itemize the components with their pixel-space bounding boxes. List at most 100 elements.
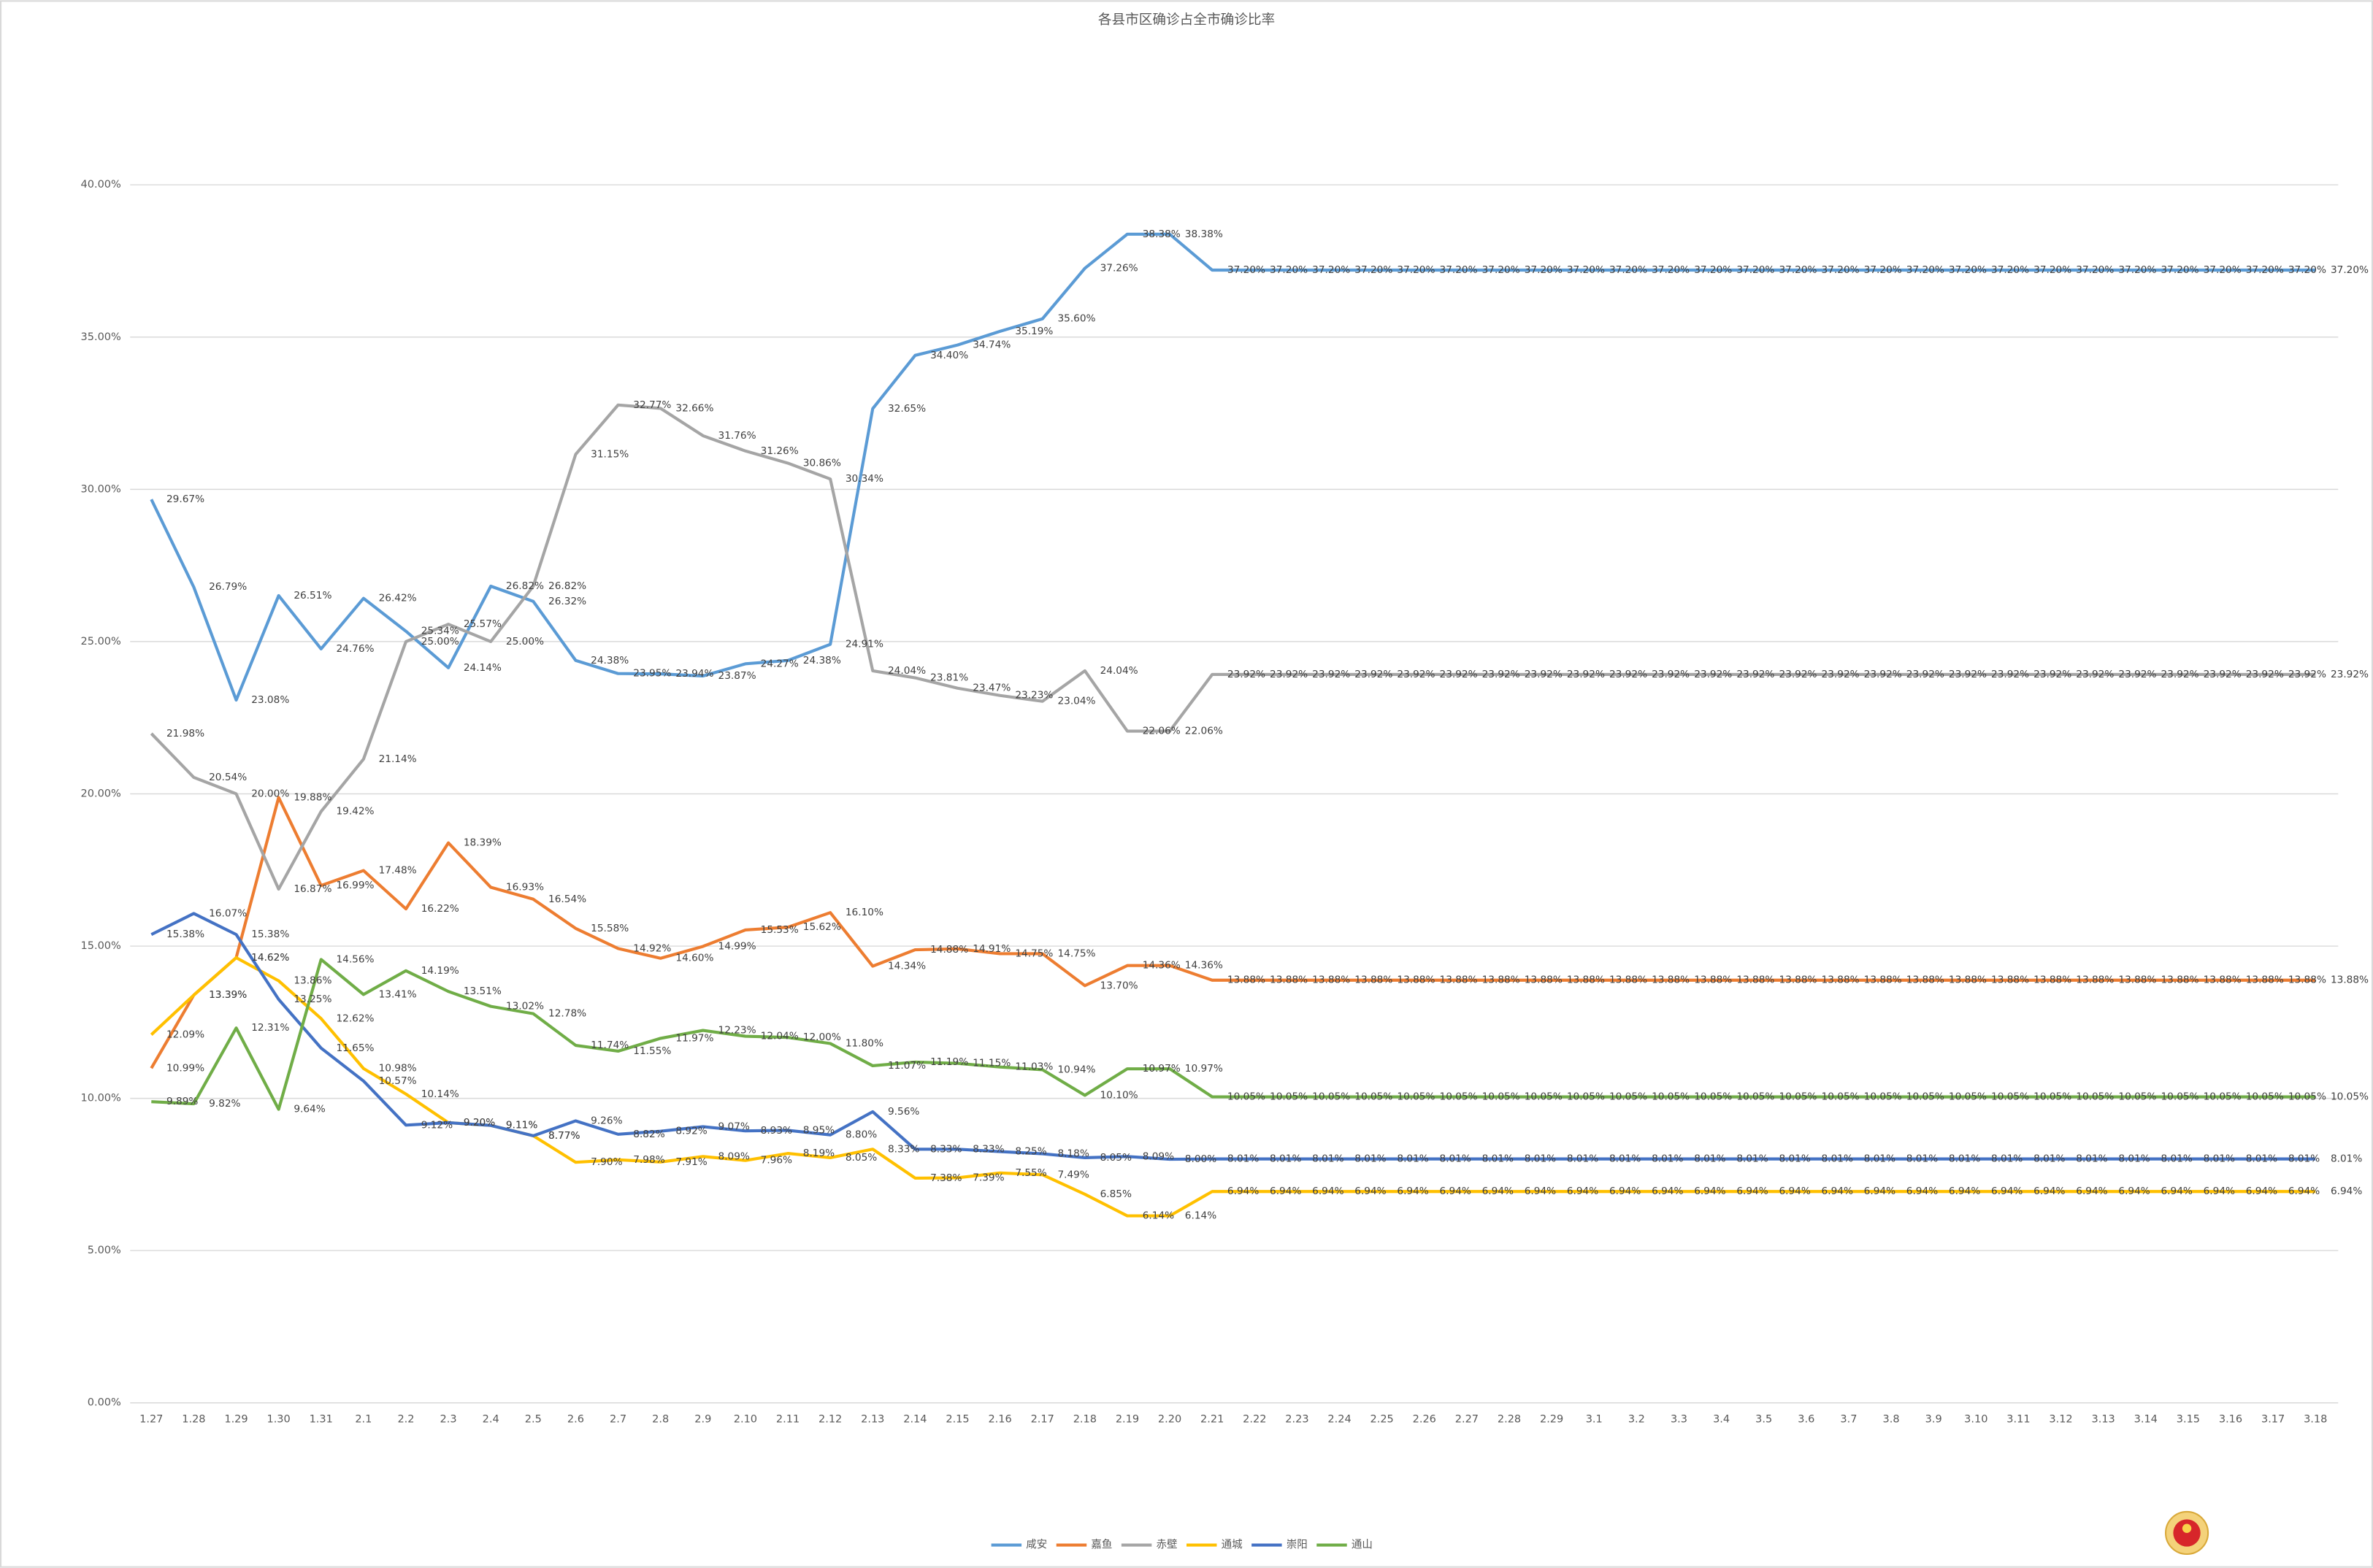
y-tick-label: 35.00% [81, 331, 121, 343]
data-label: 9.07% [718, 1121, 750, 1132]
data-label: 11.19% [930, 1056, 968, 1068]
data-label: 37.20% [1822, 264, 1860, 276]
data-label: 8.82% [633, 1129, 664, 1140]
data-label: 11.03% [1015, 1061, 1053, 1073]
data-label: 13.88% [1694, 975, 1732, 986]
data-label: 23.92% [1652, 669, 1690, 680]
data-label: 37.20% [1991, 264, 2029, 276]
data-label: 10.57% [379, 1075, 417, 1087]
data-label: 23.92% [2288, 669, 2326, 680]
data-label: 10.05% [2246, 1091, 2284, 1103]
data-label: 9.82% [209, 1098, 240, 1110]
y-tick-label: 5.00% [88, 1245, 121, 1256]
data-label: 10.05% [2076, 1091, 2114, 1103]
x-tick-label: 2.29 [1540, 1414, 1563, 1426]
data-label: 8.77% [548, 1130, 580, 1142]
data-label: 10.05% [2204, 1091, 2242, 1103]
data-label: 11.74% [591, 1039, 629, 1051]
data-label: 14.75% [1057, 948, 1095, 959]
data-label: 16.93% [506, 882, 544, 893]
x-tick-label: 2.11 [776, 1414, 800, 1426]
data-label: 37.20% [1270, 264, 1308, 276]
data-label: 10.05% [2161, 1091, 2198, 1103]
data-label: 10.97% [1185, 1063, 1223, 1075]
data-label: 14.75% [1015, 948, 1053, 959]
data-label: 35.60% [1057, 313, 1095, 325]
data-label: 13.88% [1864, 975, 1902, 986]
data-label: 37.20% [2288, 264, 2326, 276]
data-label: 16.10% [846, 907, 883, 918]
data-label: 25.00% [421, 636, 459, 647]
data-label: 10.05% [1694, 1091, 1732, 1103]
data-label: 29.67% [166, 493, 204, 505]
y-tick-label: 15.00% [81, 940, 121, 952]
data-label: 37.20% [1482, 264, 1520, 276]
data-label: 13.88% [2161, 975, 2198, 986]
y-tick-label: 10.00% [81, 1093, 121, 1104]
data-label: 6.94% [1949, 1185, 1980, 1197]
data-label: 6.94% [2076, 1185, 2107, 1197]
data-label: 8.33% [888, 1143, 919, 1155]
data-label: 10.05% [1991, 1091, 2029, 1103]
data-label: 37.20% [1354, 264, 1392, 276]
data-label: 11.15% [973, 1058, 1011, 1069]
data-label: 9.56% [888, 1106, 919, 1118]
data-label: 37.20% [1397, 264, 1435, 276]
y-tick-label: 30.00% [81, 483, 121, 495]
data-label: 23.81% [930, 672, 968, 684]
data-label: 9.11% [506, 1120, 537, 1131]
data-label: 8.01% [2161, 1153, 2192, 1165]
data-label: 13.88% [1567, 975, 1605, 986]
series-line [151, 958, 2316, 1111]
x-tick-label: 2.10 [734, 1414, 757, 1426]
data-label: 7.38% [930, 1172, 962, 1184]
data-label: 16.54% [548, 893, 586, 905]
data-label: 14.60% [675, 953, 713, 964]
data-label: 13.39% [209, 989, 247, 1001]
data-label: 37.20% [1227, 264, 1265, 276]
data-label: 6.94% [2033, 1185, 2065, 1197]
data-label: 22.06% [1143, 726, 1181, 737]
data-label: 26.42% [379, 593, 417, 604]
data-label: 24.04% [1100, 665, 1138, 677]
data-label: 23.92% [2246, 669, 2284, 680]
data-label: 23.92% [1525, 669, 1563, 680]
data-label: 25.34% [421, 626, 459, 637]
data-label: 23.92% [1227, 669, 1265, 680]
x-tick-label: 3.10 [1964, 1414, 1987, 1426]
data-label: 6.94% [1991, 1185, 2023, 1197]
x-tick-label: 3.12 [2049, 1414, 2072, 1426]
x-tick-label: 2.18 [1073, 1414, 1097, 1426]
data-label: 23.92% [2204, 669, 2242, 680]
data-label: 35.19% [1015, 326, 1053, 337]
data-label: 8.01% [2118, 1153, 2150, 1165]
data-label: 8.01% [1779, 1153, 1810, 1165]
data-label: 6.94% [1864, 1185, 1895, 1197]
data-label: 13.88% [1991, 975, 2029, 986]
data-label: 13.88% [1609, 975, 1647, 986]
data-label: 15.38% [166, 929, 204, 940]
y-tick-label: 25.00% [81, 636, 121, 647]
data-label: 20.54% [209, 772, 247, 783]
chart-title: 各县市区确诊占全市确诊比率 [1098, 12, 1275, 28]
data-label: 6.94% [1694, 1185, 1725, 1197]
data-label: 37.20% [1525, 264, 1563, 276]
data-label: 37.20% [1949, 264, 1987, 276]
x-tick-label: 3.15 [2177, 1414, 2200, 1426]
x-tick-label: 1.28 [182, 1414, 205, 1426]
data-label: 19.88% [294, 791, 331, 803]
x-tick-label: 1.29 [224, 1414, 248, 1426]
x-tick-label: 2.22 [1243, 1414, 1266, 1426]
data-label: 17.48% [379, 865, 417, 877]
data-label: 13.86% [294, 975, 331, 987]
x-tick-label: 1.27 [139, 1414, 163, 1426]
x-tick-label: 2.21 [1200, 1414, 1224, 1426]
data-label: 10.05% [1397, 1091, 1435, 1103]
data-label: 25.00% [506, 636, 544, 647]
data-label: 37.20% [1864, 264, 1902, 276]
data-label: 10.99% [166, 1062, 204, 1074]
data-label: 11.65% [336, 1042, 374, 1054]
data-label: 8.01% [1694, 1153, 1725, 1165]
data-label: 14.19% [421, 965, 459, 977]
